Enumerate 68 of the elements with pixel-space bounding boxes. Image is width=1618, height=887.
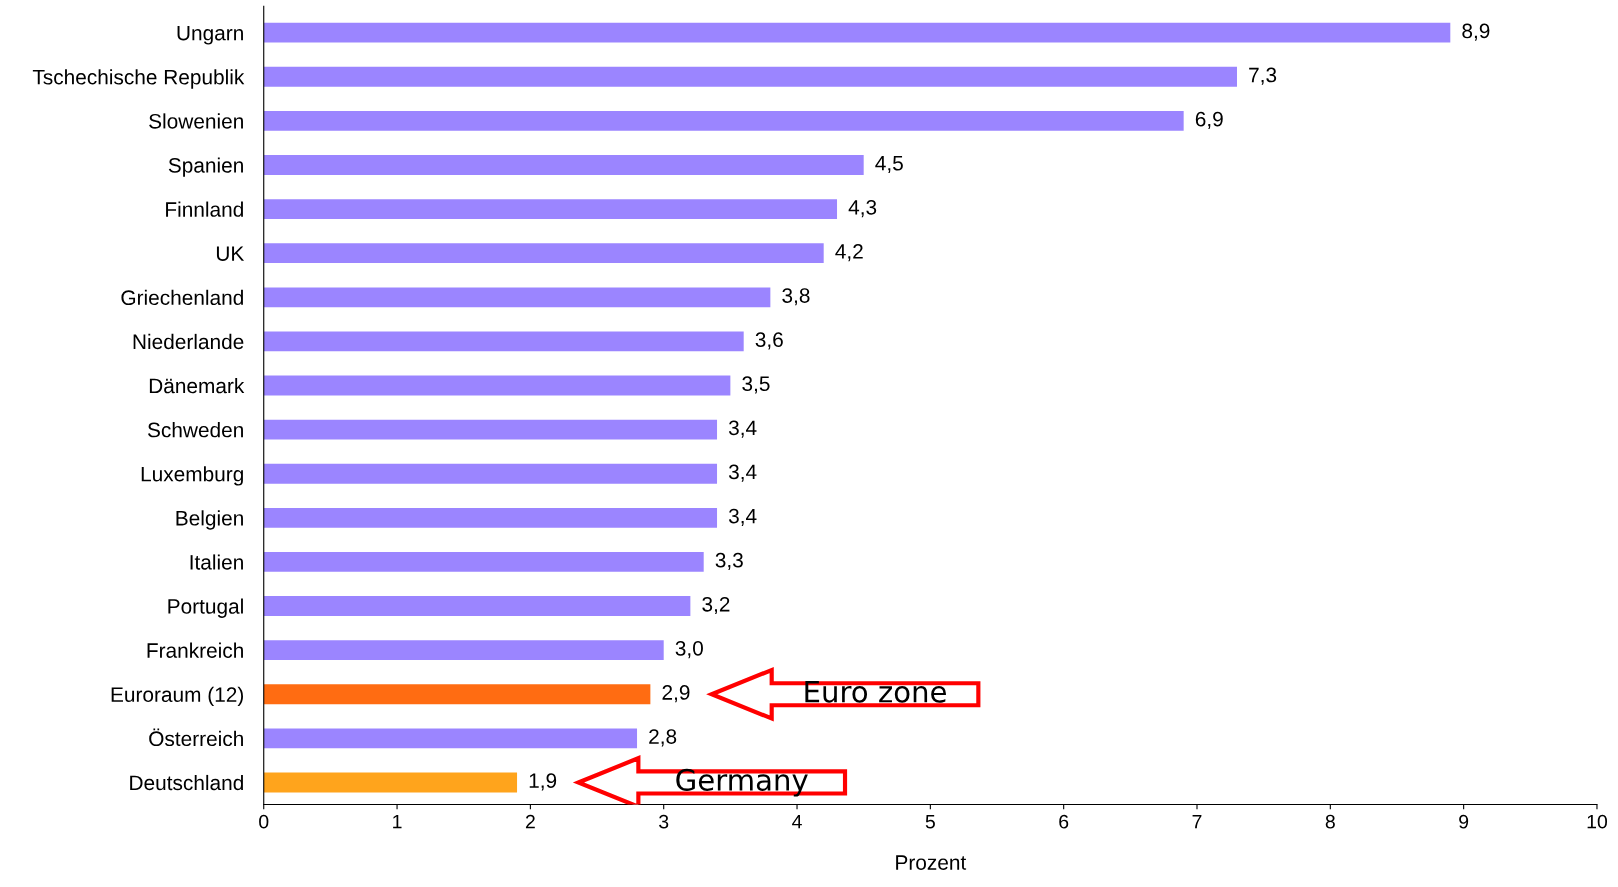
bar xyxy=(263,199,838,220)
y-tick-label: Dänemark xyxy=(149,377,245,394)
bar xyxy=(263,772,518,793)
annotation: Euro zone xyxy=(805,681,946,703)
x-tick-label: 9 xyxy=(1459,814,1469,829)
data-label: 2,8 xyxy=(649,729,677,747)
bar xyxy=(263,552,704,572)
x-tick-label: 7 xyxy=(1192,814,1202,829)
bar xyxy=(263,287,771,308)
data-label: 3,6 xyxy=(755,332,783,350)
bar xyxy=(263,463,718,484)
y-tick-label: Portugal xyxy=(168,598,243,618)
data-label: 3,4 xyxy=(728,420,757,438)
data-label: 7,3 xyxy=(1249,67,1277,85)
x-tick-label: 5 xyxy=(925,814,935,829)
y-tick-label: Spanien xyxy=(168,157,243,177)
bar xyxy=(263,375,731,396)
data-label: 3,0 xyxy=(675,640,703,659)
bar xyxy=(263,596,691,616)
data-label: 3,4 xyxy=(728,464,757,482)
y-tick-label: Schweden xyxy=(147,422,243,438)
bar xyxy=(263,243,824,264)
x-tick-label: 3 xyxy=(659,814,669,829)
data-label: 2,9 xyxy=(662,685,690,703)
bar xyxy=(263,684,651,705)
bar xyxy=(263,66,1237,87)
bar xyxy=(263,110,1184,131)
data-label: 3,5 xyxy=(742,376,770,394)
y-tick-label: Niederlande xyxy=(133,333,244,350)
y-tick-label: Frankreich xyxy=(147,642,243,658)
bar xyxy=(263,155,864,175)
bar xyxy=(263,640,664,661)
data-label: 4,2 xyxy=(835,244,863,262)
y-tick-label: UK xyxy=(216,246,245,261)
y-tick-label: Ungarn xyxy=(177,25,243,45)
x-tick-label: 6 xyxy=(1059,814,1069,829)
y-tick-label: Griechenland xyxy=(121,289,243,306)
x-tick-label: 1 xyxy=(393,814,402,829)
y-tick-label: Deutschland xyxy=(130,774,243,791)
x-tick-label: 8 xyxy=(1325,814,1335,829)
bar xyxy=(263,331,744,352)
x-tick-label: 10 xyxy=(1587,814,1608,829)
x-tick-label: 0 xyxy=(259,814,269,829)
data-label: 3,4 xyxy=(728,508,757,526)
data-label: 4,5 xyxy=(875,156,903,174)
data-label: 4,3 xyxy=(848,199,877,218)
y-tick-label: Österreich xyxy=(149,728,243,747)
y-tick-label: Luxemburg xyxy=(141,466,243,486)
data-label: 3,2 xyxy=(702,596,730,615)
data-label: 6,9 xyxy=(1195,111,1223,129)
y-tick-label: Finnland xyxy=(166,201,243,217)
bar xyxy=(263,507,718,528)
x-tick-label: 2 xyxy=(525,814,535,829)
data-label: 1,9 xyxy=(529,773,557,791)
y-tick-label: Euroraum (12) xyxy=(111,686,244,707)
y-tick-label: Slowenien xyxy=(149,113,243,129)
data-label: 3,3 xyxy=(715,552,743,570)
annotation: Germany xyxy=(676,768,808,797)
bar xyxy=(263,22,1451,43)
y-tick-label: Italien xyxy=(190,554,243,570)
data-label: 3,8 xyxy=(782,288,810,306)
bar xyxy=(263,728,638,749)
x-tick-label: 4 xyxy=(792,814,802,829)
y-tick-label: Tschechische Republik xyxy=(32,69,245,89)
bar xyxy=(263,419,718,440)
y-tick-label: Belgien xyxy=(176,510,243,530)
x-axis-title: Prozent xyxy=(896,855,967,870)
data-label: 8,9 xyxy=(1462,23,1490,41)
